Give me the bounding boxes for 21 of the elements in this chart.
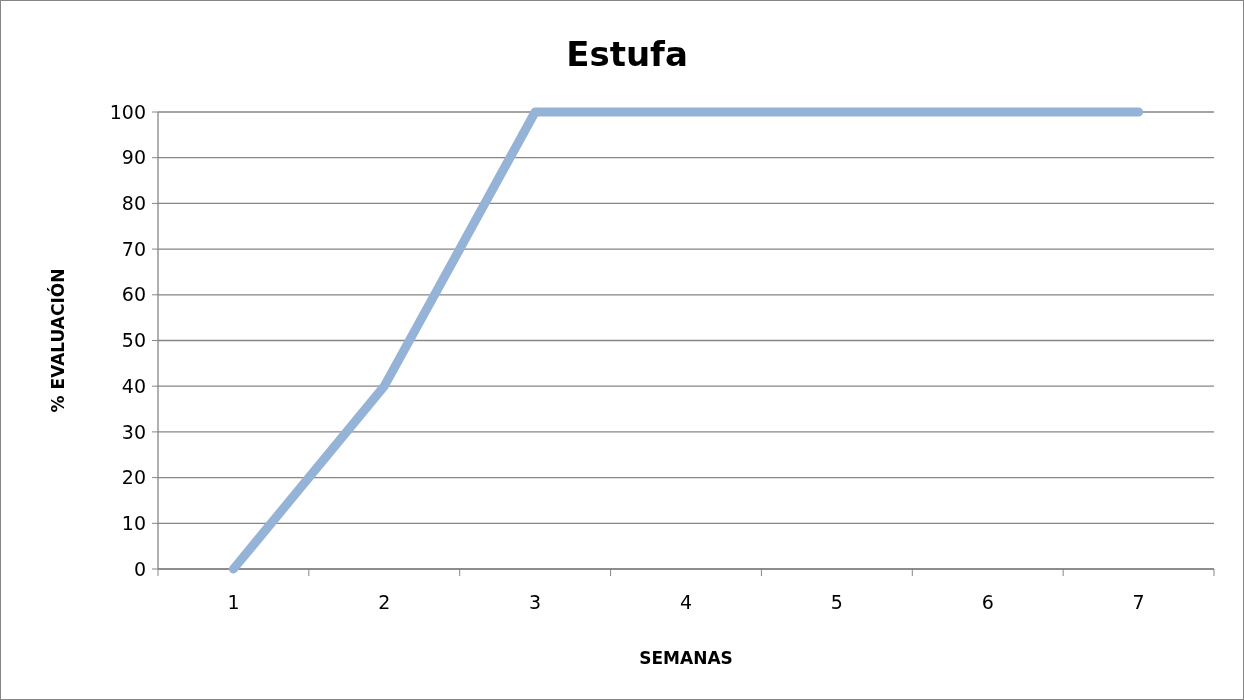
y-tick-label: 70 <box>121 237 146 260</box>
y-tick-label: 60 <box>121 283 146 306</box>
x-tick-label: 3 <box>529 591 542 613</box>
y-tick-label: 100 <box>109 100 146 123</box>
y-tick-label: 90 <box>121 146 146 169</box>
x-tick-label: 2 <box>378 591 391 613</box>
x-tick-label: 5 <box>830 591 843 613</box>
x-tick-label: 7 <box>1132 591 1145 613</box>
y-tick-label: 30 <box>121 420 146 443</box>
y-tick-label: 10 <box>121 511 146 534</box>
y-axis-title: % EVALUACIÓN <box>47 268 68 413</box>
x-axis-title: SEMANAS <box>639 648 733 668</box>
x-tick-label: 6 <box>981 591 994 613</box>
y-tick-label: 40 <box>121 374 146 397</box>
y-tick-label: 50 <box>121 329 146 352</box>
y-tick-label: 0 <box>133 557 146 580</box>
y-tick-label: 20 <box>121 466 146 489</box>
chart-title: Estufa <box>566 34 688 74</box>
x-tick-label: 1 <box>227 591 240 613</box>
y-tick-label: 80 <box>121 192 146 215</box>
x-tick-label: 4 <box>679 591 693 613</box>
